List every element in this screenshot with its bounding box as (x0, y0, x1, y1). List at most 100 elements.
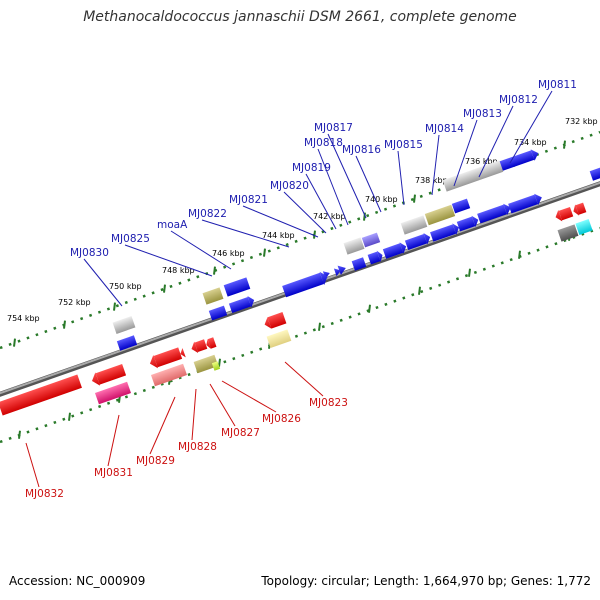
tick-label: 744 kbp (262, 231, 295, 240)
label-leader-line (327, 133, 367, 219)
gene-box (477, 203, 511, 224)
tick-mark (113, 302, 116, 311)
gene-box (573, 202, 587, 216)
gene-label[interactable]: MJ0830 (70, 247, 109, 259)
gene-box (202, 287, 224, 305)
label-leader-line (509, 90, 553, 164)
tick-mark (468, 268, 471, 277)
label-leader-line (431, 134, 440, 196)
tick-mark (418, 286, 421, 295)
label-leader-line (478, 105, 514, 178)
forward-genes (112, 149, 600, 351)
tick-label: 736 kbp (465, 157, 498, 166)
gene-label[interactable]: MJ0817 (314, 122, 353, 134)
label-leader-line (191, 388, 197, 441)
gene-box (442, 160, 504, 192)
tick-mark (18, 430, 21, 439)
forward-label-leaders (83, 90, 553, 307)
tick-mark (318, 322, 321, 331)
gene-label[interactable]: MJ0825 (111, 233, 150, 245)
gene-label[interactable]: MJ0823 (309, 397, 348, 409)
gene-label[interactable]: MJ0815 (384, 139, 423, 151)
label-leader-line (284, 361, 324, 397)
label-leader-line (317, 148, 349, 226)
label-leader-line (107, 414, 120, 467)
gene-box (361, 232, 381, 248)
gene-label[interactable]: MJ0812 (499, 94, 538, 106)
gene-label[interactable]: MJ0821 (229, 194, 268, 206)
gene-box (456, 215, 479, 232)
gene-box (575, 219, 593, 235)
gene-box (343, 237, 365, 255)
label-leader-line (355, 155, 382, 213)
label-leader-line (221, 380, 277, 413)
label-leader-line (25, 442, 40, 488)
tick-label: 748 kbp (162, 266, 195, 275)
label-leader-line (201, 219, 290, 248)
tick-mark (13, 338, 16, 347)
label-leader-line (453, 119, 478, 187)
forward-gene-labels: MJ0811MJ0812MJ0813MJ0814MJ0815MJ0816MJ08… (70, 79, 577, 259)
gene-box (382, 242, 407, 259)
tick-track-outer (0, 130, 600, 350)
tick-label: 752 kbp (58, 298, 91, 307)
gene-label[interactable]: MJ0829 (136, 455, 175, 467)
gene-box (557, 224, 579, 242)
gene-label[interactable]: moaA (157, 219, 188, 231)
label-leader-line (305, 173, 337, 230)
gene-label[interactable]: MJ0811 (538, 79, 577, 91)
gene-label[interactable]: MJ0820 (270, 180, 309, 192)
gene-label[interactable]: MJ0832 (25, 488, 64, 500)
gene-box (191, 339, 208, 353)
gene-label[interactable]: MJ0814 (425, 123, 464, 135)
gene-label[interactable]: MJ0827 (221, 427, 260, 439)
gene-box (404, 233, 431, 251)
map-title: Methanocaldococcus jannaschii DSM 2661, … (83, 9, 517, 25)
gene-label[interactable]: MJ0826 (262, 413, 301, 425)
tick-label: 732 kbp (565, 117, 598, 126)
gene-box (180, 347, 186, 358)
gene-box (149, 347, 183, 369)
gene-box (589, 167, 600, 181)
gene-label[interactable]: MJ0831 (94, 467, 133, 479)
tick-mark (218, 358, 221, 367)
topology-text: Topology: circular; Length: 1,664,970 bp… (261, 574, 591, 588)
tick-label: 746 kbp (212, 249, 245, 258)
label-leader-line (242, 205, 319, 238)
tick-mark (63, 320, 66, 329)
gene-label[interactable]: MJ0828 (178, 441, 217, 453)
label-leader-line (397, 150, 405, 206)
accession-text: Accession: NC_000909 (9, 574, 146, 588)
gene-box (193, 354, 219, 374)
tick-mark (363, 212, 366, 221)
gene-box (0, 374, 82, 416)
tick-mark (68, 412, 71, 421)
gene-box (282, 271, 328, 298)
gene-label[interactable]: MJ0813 (463, 108, 502, 120)
gene-label[interactable]: MJ0816 (342, 144, 381, 156)
gene-box (508, 193, 542, 214)
tick-mark (263, 248, 266, 257)
gene-box (264, 312, 287, 329)
gene-label[interactable]: MJ0818 (304, 137, 343, 149)
gene-box (266, 329, 292, 348)
gene-label[interactable]: MJ0822 (188, 208, 227, 220)
label-leader-line (83, 258, 123, 307)
label-leader-line (170, 230, 232, 270)
gene-box (116, 335, 138, 351)
reverse-genes (0, 202, 593, 416)
tick-mark (213, 266, 216, 275)
tick-mark (163, 284, 166, 293)
gene-box (223, 277, 251, 297)
gene-box (424, 204, 456, 226)
tick-mark (313, 230, 316, 239)
gene-box (206, 337, 217, 349)
gene-box (430, 223, 460, 242)
gene-box (94, 381, 132, 405)
gene-box (337, 265, 346, 276)
tick-mark (518, 250, 521, 259)
gene-label[interactable]: MJ0819 (292, 162, 331, 174)
label-leader-line (209, 383, 236, 427)
